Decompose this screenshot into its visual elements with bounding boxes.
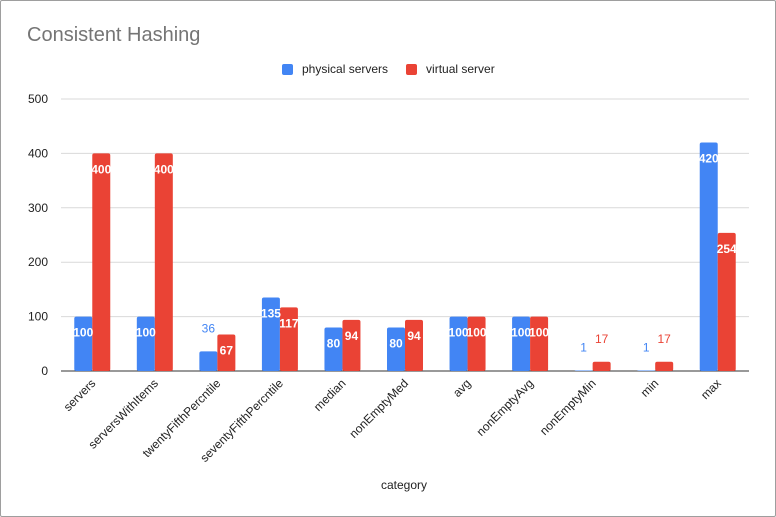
x-tick-label: nonEmptyMin xyxy=(537,376,599,438)
data-label: 1 xyxy=(580,340,587,354)
y-tick-label: 300 xyxy=(28,201,48,215)
x-tick-label: nonEmptyMed xyxy=(347,376,412,441)
y-tick-label: 500 xyxy=(28,92,48,106)
legend-swatch-physical xyxy=(282,63,293,75)
bar xyxy=(467,316,486,371)
data-label: 400 xyxy=(154,162,174,176)
bar xyxy=(449,316,468,371)
bar xyxy=(324,327,343,371)
data-label: 100 xyxy=(449,326,469,340)
data-label: 254 xyxy=(717,242,737,256)
data-label: 117 xyxy=(279,316,299,330)
bar xyxy=(655,361,674,371)
bar xyxy=(279,307,298,371)
bar xyxy=(512,316,531,371)
bar xyxy=(387,327,405,371)
data-label: 420 xyxy=(699,152,719,166)
y-tick-label: 100 xyxy=(28,310,48,324)
bar xyxy=(717,232,736,371)
data-label: 100 xyxy=(467,326,487,340)
x-axis-title: category xyxy=(381,478,427,492)
data-label: 80 xyxy=(327,336,341,350)
legend-swatch-virtual xyxy=(406,63,418,75)
bar xyxy=(405,319,423,371)
data-label: 100 xyxy=(529,326,549,340)
gridlines xyxy=(61,98,749,372)
data-label: 100 xyxy=(511,326,531,340)
y-tick-label: 0 xyxy=(41,364,48,378)
x-tick-label: median xyxy=(311,376,349,414)
bar xyxy=(136,316,155,371)
bar xyxy=(217,334,236,371)
data-label: 100 xyxy=(73,326,93,340)
y-tick-label: 200 xyxy=(28,255,48,269)
bar xyxy=(261,297,280,371)
x-tick-label: min xyxy=(638,376,662,400)
legend-item-virtual: virtual server xyxy=(406,62,495,76)
legend-label-physical: physical servers xyxy=(302,62,389,76)
data-label: 17 xyxy=(658,332,672,346)
bar xyxy=(154,153,173,371)
legend: physical servers virtual server xyxy=(282,62,513,76)
data-label: 400 xyxy=(91,162,111,176)
data-label: 67 xyxy=(220,344,234,358)
bar xyxy=(199,351,218,371)
data-label: 135 xyxy=(261,307,281,321)
bar xyxy=(637,370,656,371)
chart-title: Consistent Hashing xyxy=(27,24,201,46)
bar xyxy=(699,142,718,371)
data-label: 94 xyxy=(407,329,421,343)
data-label: 100 xyxy=(136,326,156,340)
data-label: 1 xyxy=(643,340,650,354)
x-tick-label: max xyxy=(698,376,724,402)
data-label: 17 xyxy=(595,332,609,346)
data-label: 80 xyxy=(389,336,403,350)
bars xyxy=(74,142,736,371)
legend-label-virtual: virtual server xyxy=(426,62,495,76)
y-tick-labels: 0 100 200 300 400 500 xyxy=(28,92,48,378)
bar xyxy=(92,153,111,371)
legend-item-physical: physical servers xyxy=(282,62,388,76)
data-label: 36 xyxy=(202,321,216,335)
bar xyxy=(592,361,611,371)
x-tick-label: avg xyxy=(450,376,474,400)
bar xyxy=(342,319,361,371)
x-tick-label: nonEmptyAvg xyxy=(474,376,537,439)
x-tick-labels: serversserversWithItemstwentyFifthPercnt… xyxy=(61,376,724,465)
x-tick-label: servers xyxy=(61,376,99,414)
bar xyxy=(74,316,93,371)
y-tick-label: 400 xyxy=(28,146,48,160)
data-label: 94 xyxy=(345,329,359,343)
bar xyxy=(574,370,593,371)
bar xyxy=(530,316,549,371)
